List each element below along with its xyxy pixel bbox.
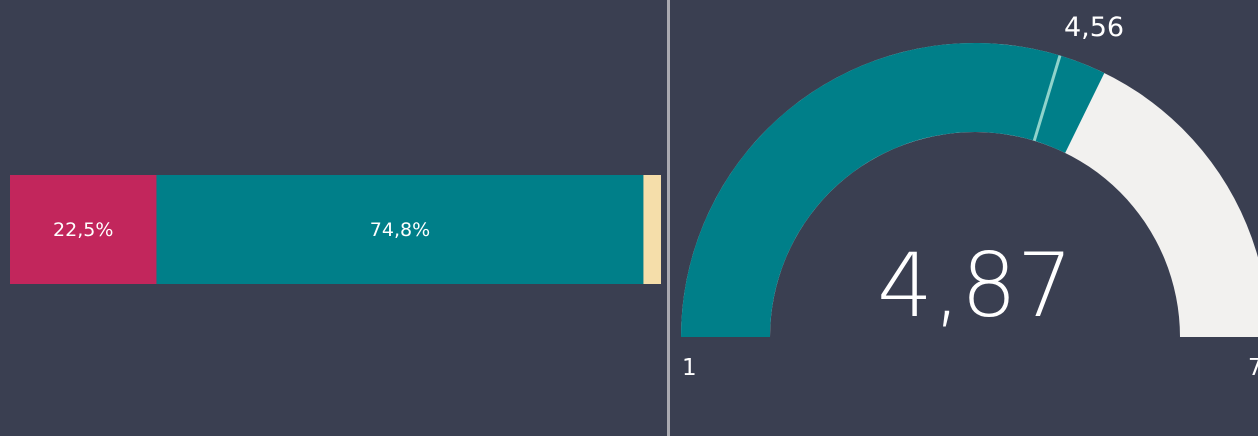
gauge-panel: 4,56 4,87 1 7 [670,0,1258,436]
gauge-chart: 4,56 4,87 1 7 [681,12,1258,381]
gauge-fill [681,42,1105,337]
bar-segment-1 [156,175,644,284]
bar-segment-label-0: 22,5% [53,219,113,241]
panel-divider [667,0,670,436]
stacked-bar-panel: 22,5% 74,8% [10,175,661,284]
bar-segment-label-1: 74,8% [370,219,430,241]
bar-segment-0 [10,175,157,284]
gauge-max-label: 7 [1248,355,1258,381]
gauge-target-marker [1032,55,1062,142]
bar-segment-2 [643,175,661,284]
gauge-value-label: 4,87 [877,234,1073,337]
gauge-target-label: 4,56 [1064,12,1124,43]
gauge-min-label: 1 [682,355,697,381]
stacked-bar-chart: 22,5% 74,8% [10,175,661,284]
